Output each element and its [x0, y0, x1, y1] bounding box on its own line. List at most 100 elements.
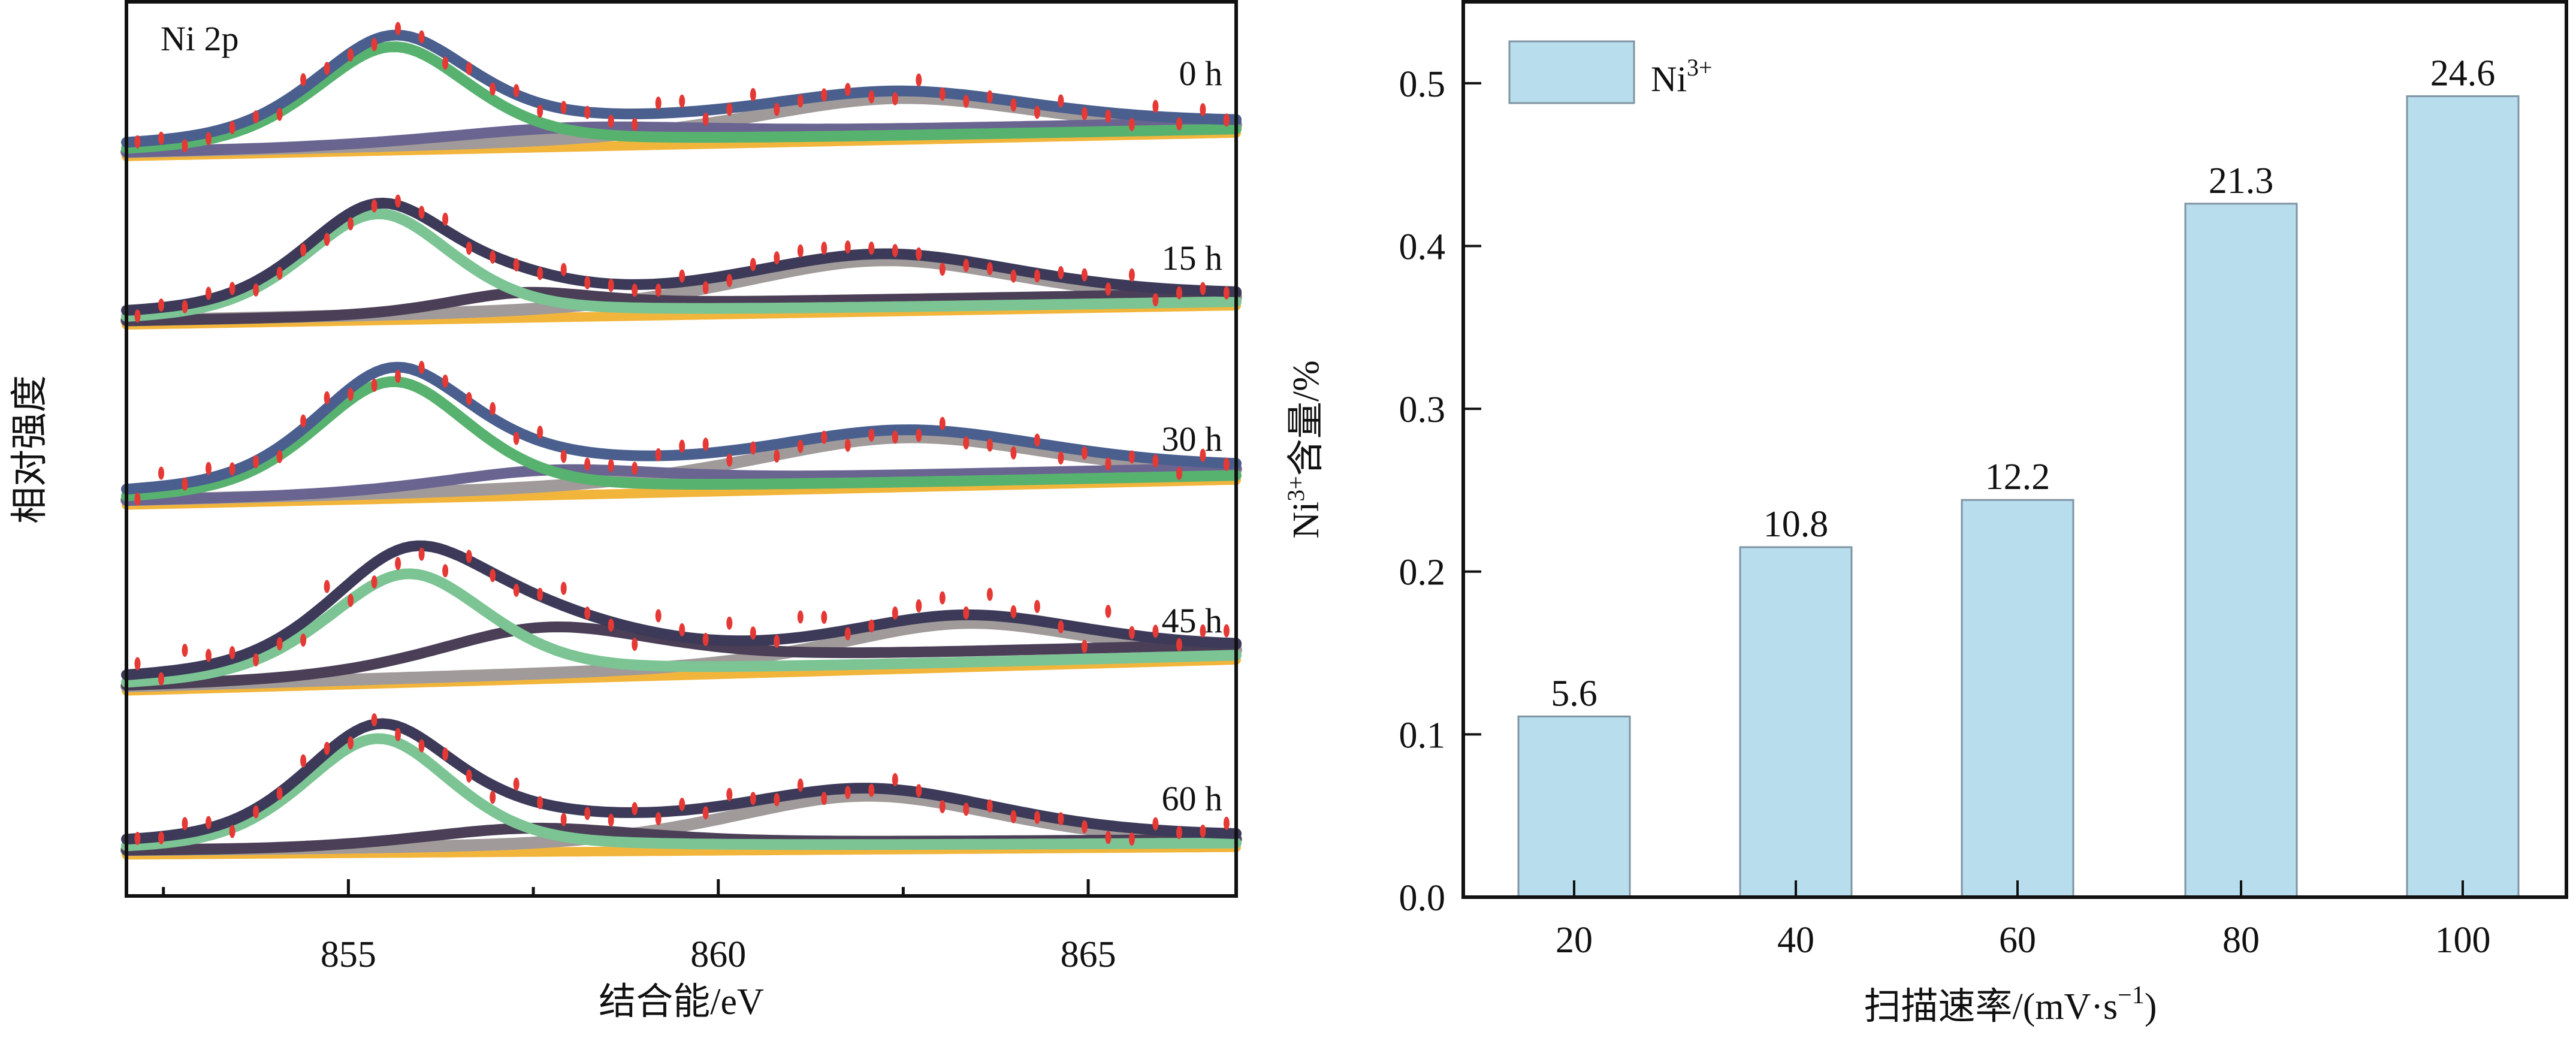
data-point	[1034, 433, 1040, 447]
xps-y-axis-title: 相对强度	[10, 375, 50, 524]
data-point	[774, 793, 780, 807]
data-point	[348, 48, 354, 62]
data-point	[418, 547, 425, 561]
ni2-component-curve	[121, 376, 1242, 502]
data-point	[1081, 639, 1088, 653]
bar-data-label: 12.2	[1985, 457, 2050, 497]
data-point	[182, 644, 188, 657]
data-point	[963, 258, 970, 272]
data-point	[206, 648, 212, 662]
data-point	[608, 618, 614, 632]
data-point	[892, 92, 898, 105]
y-tick-label: 0.2	[1399, 553, 1446, 593]
data-point	[1176, 826, 1182, 840]
data-point	[750, 441, 756, 455]
data-point	[229, 120, 235, 134]
data-point	[253, 455, 259, 469]
data-point	[916, 247, 922, 261]
data-point	[182, 817, 188, 831]
data-point	[679, 623, 685, 636]
legend-label: Ni3+	[1651, 54, 1713, 99]
data-point	[1034, 105, 1040, 119]
data-point	[560, 449, 567, 463]
data-point	[466, 392, 472, 405]
data-point	[702, 806, 709, 820]
data-point	[892, 606, 898, 620]
data-point	[726, 274, 733, 288]
data-point	[1058, 812, 1064, 826]
data-point	[1128, 626, 1135, 639]
bar-100	[2406, 95, 2520, 898]
data-point	[1176, 467, 1182, 480]
data-point	[916, 784, 922, 798]
data-point	[513, 432, 520, 445]
x-tick-label: 40	[1777, 920, 1814, 961]
data-point	[844, 240, 851, 254]
bar-chart: 5.6 10.8 12.2 21.3 24.6 20 40 60 80 100 0.0 0.1 0.2…	[1282, 0, 2568, 1027]
fit-envelope-curve	[121, 540, 1242, 680]
data-point	[134, 657, 141, 671]
data-point	[206, 461, 212, 475]
data-point	[418, 361, 425, 374]
data-point	[418, 30, 425, 44]
fit-envelope-curve	[121, 361, 1242, 495]
data-point	[253, 283, 259, 297]
data-point	[206, 816, 212, 829]
data-point	[1034, 269, 1040, 283]
data-point	[608, 458, 614, 472]
xps-panel-0h	[120, 22, 1242, 161]
data-point	[774, 449, 780, 463]
data-point	[158, 131, 164, 145]
legend: Ni3+	[1508, 40, 1713, 104]
data-point	[1010, 446, 1017, 460]
data-point	[206, 132, 212, 146]
data-point	[513, 584, 520, 597]
ni2-component-curve	[121, 208, 1242, 322]
data-point	[1223, 624, 1230, 638]
data-point	[395, 22, 401, 35]
data-point	[371, 378, 378, 392]
data-point	[986, 799, 993, 813]
data-point	[986, 90, 993, 104]
data-point	[276, 637, 283, 651]
xps-panel-45h	[120, 540, 1242, 696]
ni3-component-curve	[121, 116, 1242, 158]
data-point	[229, 646, 235, 659]
data-point	[395, 557, 401, 571]
data-point	[229, 282, 235, 295]
data-point	[324, 580, 330, 593]
data-point	[537, 267, 543, 280]
data-point	[371, 713, 378, 727]
data-point	[276, 266, 283, 280]
data-point	[1081, 268, 1088, 282]
data-point	[1176, 638, 1182, 651]
data-point	[655, 96, 662, 110]
fit-envelope-curve	[121, 29, 1242, 148]
xps-plot-frame	[125, 0, 1238, 898]
data-point	[679, 94, 685, 108]
data-point	[253, 110, 259, 123]
data-point	[158, 831, 164, 844]
y-tick-label: 0.3	[1399, 390, 1446, 430]
data-point	[584, 807, 591, 820]
x-tick-label: 855	[321, 934, 376, 975]
data-point	[726, 453, 733, 467]
data-point	[1200, 103, 1206, 116]
xps-panel-30h	[120, 361, 1242, 510]
data-point	[702, 632, 709, 646]
data-point	[348, 387, 354, 401]
data-point	[1152, 99, 1159, 113]
data-point	[655, 609, 662, 623]
data-point	[679, 439, 685, 453]
data-point	[158, 298, 164, 312]
data-point	[963, 606, 970, 620]
data-point	[750, 87, 756, 101]
data-point	[702, 437, 709, 451]
data-point	[442, 374, 449, 388]
bars: 5.6 10.8 12.2 21.3 24.6	[1517, 53, 2520, 898]
data-point	[892, 773, 898, 786]
data-point	[442, 564, 449, 578]
data-point	[632, 117, 638, 131]
data-point	[1058, 94, 1064, 108]
